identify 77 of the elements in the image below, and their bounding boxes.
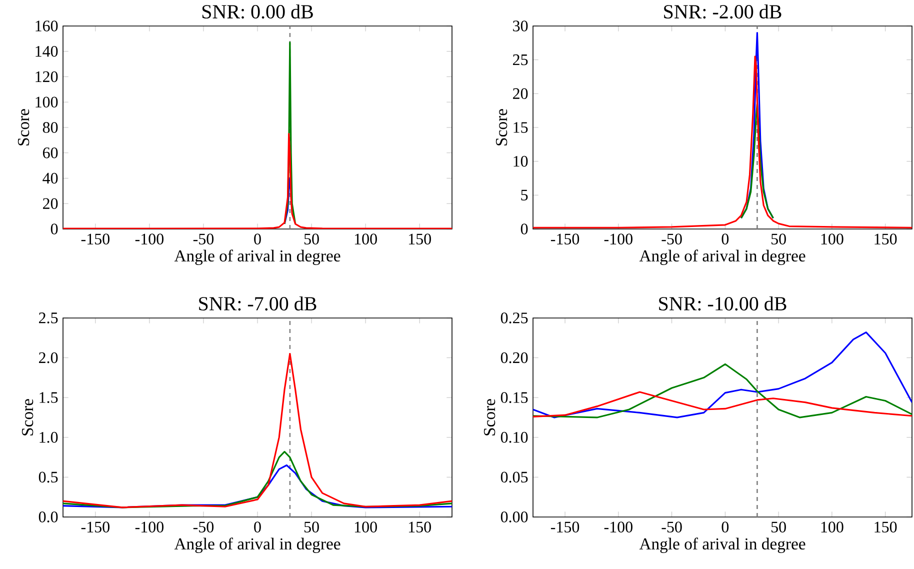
y-tick-label: 60 bbox=[42, 147, 58, 158]
x-tick-label: -100 bbox=[604, 234, 632, 244]
x-tick-label: -50 bbox=[662, 234, 682, 244]
y-tick-label: 0.10 bbox=[500, 432, 528, 443]
line-series bbox=[740, 103, 774, 219]
y-tick-label: 2.0 bbox=[39, 352, 58, 364]
x-tick-label: 150 bbox=[408, 234, 431, 244]
x-tick-label: -50 bbox=[193, 522, 214, 532]
y-tick-label: 0.25 bbox=[500, 312, 528, 324]
line-series bbox=[63, 133, 452, 229]
line-series bbox=[284, 42, 296, 225]
x-tick-label: -100 bbox=[604, 522, 632, 532]
x-tick-label: 0 bbox=[254, 234, 261, 244]
x-tick-label: -150 bbox=[81, 522, 110, 532]
line-series bbox=[63, 353, 452, 508]
x-tick-label: 150 bbox=[408, 522, 431, 532]
line-series bbox=[63, 450, 452, 508]
x-axis-title: Angle of arival in degree bbox=[174, 250, 340, 265]
y-tick-label: 30 bbox=[513, 20, 528, 32]
x-tick-label: -100 bbox=[135, 234, 164, 244]
chart-title: SNR: -10.00 dB bbox=[659, 296, 786, 311]
x-tick-label: 100 bbox=[821, 522, 844, 532]
x-tick-label: 150 bbox=[874, 522, 897, 532]
x-tick-label: 50 bbox=[304, 522, 319, 532]
chart-title: SNR: 0.00 dB bbox=[202, 4, 313, 19]
y-tick-label: 140 bbox=[36, 46, 58, 57]
line-series bbox=[533, 363, 912, 418]
line-series bbox=[533, 391, 912, 418]
y-tick-label: 10 bbox=[514, 156, 528, 167]
x-tick-label: -50 bbox=[662, 522, 682, 532]
y-tick-label: 5 bbox=[521, 190, 528, 200]
x-tick-label: 150 bbox=[874, 234, 897, 244]
y-tick-label: 20 bbox=[513, 88, 528, 100]
y-tick-label: 0 bbox=[520, 224, 528, 234]
y-tick-label: 2.5 bbox=[39, 312, 58, 324]
x-tick-label: 100 bbox=[354, 234, 377, 244]
y-axis-title: Score bbox=[22, 399, 34, 436]
x-tick-label: 0 bbox=[722, 522, 729, 532]
x-tick-label: 0 bbox=[722, 234, 729, 244]
y-tick-label: 25 bbox=[513, 54, 528, 66]
x-tick-label: 50 bbox=[304, 234, 319, 244]
y-tick-label: 0.15 bbox=[500, 392, 528, 404]
y-tick-label: 1.0 bbox=[40, 432, 58, 443]
x-tick-label: -100 bbox=[135, 522, 164, 532]
y-tick-label: 0 bbox=[50, 224, 58, 234]
y-axis-title: Score bbox=[484, 399, 496, 436]
y-tick-label: 0.0 bbox=[38, 512, 58, 522]
x-tick-label: 0 bbox=[254, 522, 261, 532]
y-tick-label: 120 bbox=[36, 71, 58, 82]
y-axis-title: Score bbox=[496, 109, 508, 146]
x-tick-label: 100 bbox=[354, 522, 377, 532]
y-tick-label: 80 bbox=[42, 122, 58, 133]
chart-title: SNR: -2.00 dB bbox=[664, 4, 782, 19]
y-tick-label: 100 bbox=[36, 96, 58, 108]
y-tick-label: 40 bbox=[42, 172, 58, 184]
y-tick-label: 0.00 bbox=[500, 512, 528, 522]
line-series bbox=[533, 332, 912, 418]
y-tick-label: 0.20 bbox=[500, 352, 528, 364]
x-tick-label: -150 bbox=[550, 522, 580, 532]
x-tick-label: -150 bbox=[550, 234, 580, 244]
x-axis-title: Angle of arival in degree bbox=[639, 538, 806, 553]
y-tick-label: 20 bbox=[43, 198, 58, 209]
y-tick-label: 1.5 bbox=[40, 392, 58, 403]
x-tick-label: -50 bbox=[193, 234, 214, 244]
y-tick-label: 0.05 bbox=[500, 472, 528, 483]
y-tick-label: 15 bbox=[514, 122, 528, 133]
y-tick-label: 160 bbox=[36, 20, 58, 32]
line-series bbox=[533, 56, 912, 228]
x-tick-label: 50 bbox=[771, 234, 786, 244]
x-tick-label: -150 bbox=[81, 234, 110, 244]
x-tick-label: 100 bbox=[821, 234, 844, 244]
x-axis-title: Angle of arival in degree bbox=[639, 250, 806, 265]
y-axis-title: Score bbox=[18, 109, 30, 146]
chart-title: SNR: -7.00 dB bbox=[199, 296, 316, 311]
y-tick-label: 0.5 bbox=[38, 472, 58, 483]
x-axis-title: Angle of arival in degree bbox=[174, 538, 340, 553]
x-tick-label: 50 bbox=[771, 522, 786, 532]
